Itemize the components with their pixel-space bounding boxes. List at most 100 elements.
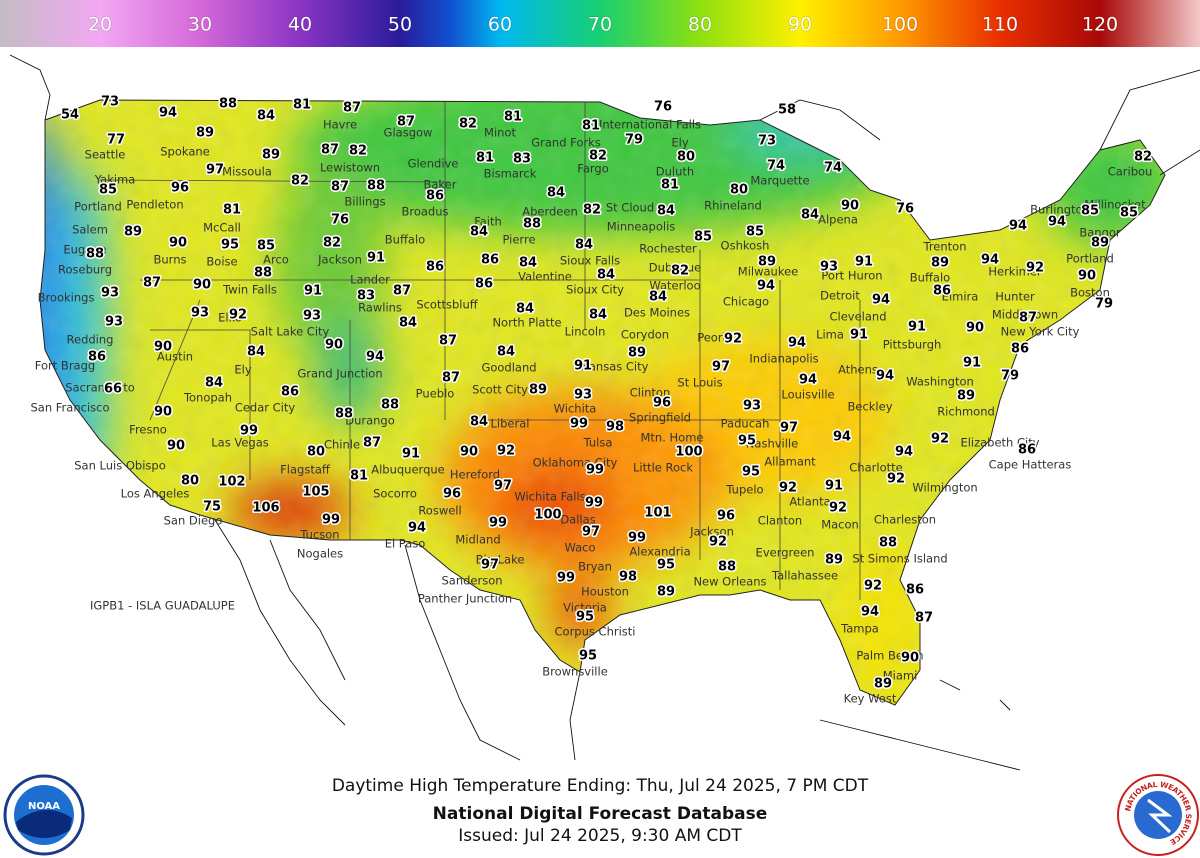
city-label: Wichita [554, 402, 597, 416]
temperature-label: 82 [589, 149, 607, 164]
city-label: Chinle [324, 438, 360, 452]
temperature-label: 88 [879, 536, 897, 551]
city-label: Scottsbluff [416, 298, 478, 312]
temperature-label: 85 [257, 239, 275, 254]
city-label: Sanderson [441, 574, 502, 588]
city-label: Glasgow [384, 126, 433, 140]
issued-time: Issued: Jul 24 2025, 9:30 AM CDT [458, 826, 742, 846]
temperature-label: 58 [778, 103, 796, 118]
city-label: Goodland [481, 361, 536, 375]
city-label: Lewistown [320, 161, 380, 175]
city-label: Las Vegas [211, 436, 269, 450]
city-label: Evergreen [756, 546, 815, 560]
city-label: Corydon [621, 328, 669, 342]
city-label: Tupelo [725, 483, 763, 497]
city-label: Paducah [721, 417, 770, 431]
temperature-label: 96 [653, 396, 671, 411]
temperature-label: 81 [476, 151, 494, 166]
temperature-label: 86 [281, 385, 299, 400]
city-label: Boston [1070, 286, 1110, 300]
city-label: New Orleans [693, 575, 766, 589]
temperature-label: 95 [742, 465, 760, 480]
city-label: Trenton [922, 240, 966, 254]
city-label: Sioux City [566, 283, 624, 297]
temperature-label: 86 [475, 277, 493, 292]
temperature-label: 97 [780, 421, 798, 436]
temperature-label: 101 [644, 506, 671, 521]
city-label: Grand Junction [297, 367, 382, 381]
city-label: Broadus [401, 205, 448, 219]
temperature-label: 88 [523, 217, 541, 232]
temperature-label: 94 [833, 430, 851, 445]
city-label: Twin Falls [222, 283, 277, 297]
city-label: Portland [74, 200, 122, 214]
temperature-label: 94 [757, 279, 775, 294]
temperature-label: 76 [896, 202, 914, 217]
city-label: Eugene [63, 243, 106, 257]
city-label: Indianapolis [749, 352, 818, 366]
city-label: St Simons Island [852, 552, 947, 566]
city-label: Durango [345, 414, 395, 428]
city-label: Elmira [942, 290, 979, 304]
temperature-label: 99 [240, 424, 258, 439]
temperature-label: 86 [481, 253, 499, 268]
city-label: Lincoln [565, 325, 606, 339]
temperature-label: 91 [850, 328, 868, 343]
temperature-label: 81 [504, 110, 522, 125]
temperature-label: 93 [820, 260, 838, 275]
scale-label: 30 [188, 14, 212, 36]
coastlines [9, 54, 1200, 771]
temperature-label: 91 [855, 255, 873, 270]
temperature-label: 88 [86, 247, 104, 262]
city-label: Glendive [408, 157, 459, 171]
city-label: St Louis [677, 376, 722, 390]
temperature-label: 74 [767, 159, 785, 174]
city-label: Spokane [160, 145, 210, 159]
city-label: Washington [906, 375, 974, 389]
temperature-label: 79 [625, 133, 643, 148]
temperature-label: 94 [876, 369, 894, 384]
temperature-label: 92 [779, 481, 797, 496]
city-label: Socorro [373, 487, 417, 501]
temperature-label: 90 [966, 321, 984, 336]
temperature-label: 85 [694, 230, 712, 245]
city-label: Ely [671, 136, 688, 150]
temperature-label: 81 [661, 178, 679, 193]
city-label: Richmond [937, 405, 995, 419]
temperature-label: 99 [322, 513, 340, 528]
city-label: Seattle [85, 148, 126, 162]
temperature-label: 87 [343, 101, 361, 116]
city-label: Pueblo [416, 387, 455, 401]
city-label: Big Lake [476, 553, 525, 567]
city-label: Faith [474, 215, 502, 229]
temperature-label: 92 [709, 535, 727, 550]
city-label: Ely [234, 363, 251, 377]
city-label: St Cloud [606, 201, 654, 215]
temperature-label: 94 [895, 445, 913, 460]
city-label: Havre [323, 118, 357, 132]
city-label: Flagstaff [280, 463, 331, 477]
temperature-label: 99 [557, 571, 575, 586]
temperature-label: 84 [597, 268, 615, 283]
temperature-label: 73 [101, 95, 119, 110]
temperature-label: 87 [143, 276, 161, 291]
city-label: Duluth [656, 165, 694, 179]
city-label: Millinocket [1084, 198, 1146, 212]
city-label: Elko [218, 311, 242, 325]
city-label: Macon [821, 518, 859, 532]
temperature-label: 94 [159, 106, 177, 121]
temperature-label: 91 [908, 320, 926, 335]
city-label: Hunter [995, 290, 1035, 304]
temperature-label: 88 [381, 398, 399, 413]
temperature-label: 93 [191, 306, 209, 321]
city-label: Pendleton [126, 198, 183, 212]
temperature-label: 86 [426, 189, 444, 204]
scale-label: 80 [688, 14, 712, 36]
temperature-label: 90 [901, 651, 919, 666]
city-label: Allamant [764, 455, 816, 469]
temperature-label: 87 [321, 143, 339, 158]
city-label: Jackson [317, 253, 362, 267]
temperature-label: 97 [582, 525, 600, 540]
temperature-label: 77 [107, 133, 125, 148]
temperature-label: 95 [579, 649, 597, 664]
